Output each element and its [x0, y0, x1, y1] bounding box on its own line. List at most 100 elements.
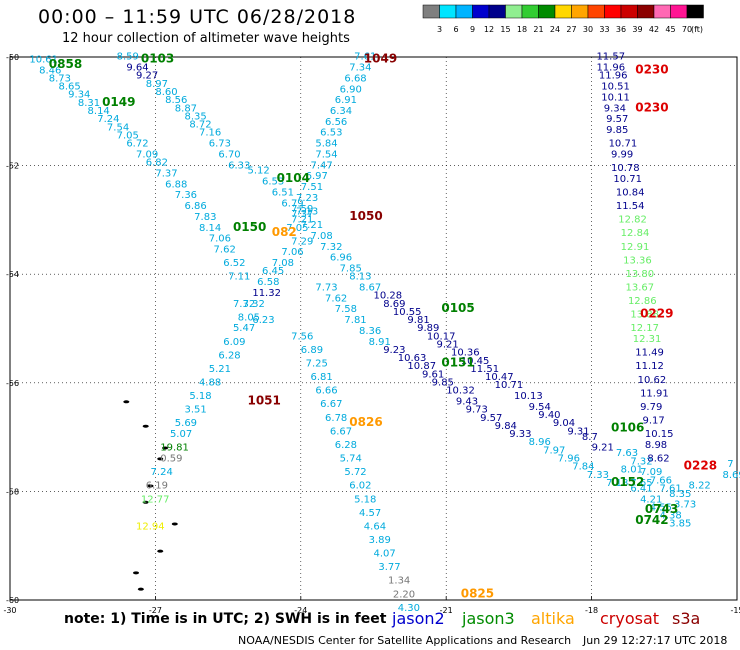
- legend-s3a: s3a: [672, 609, 701, 628]
- swh-value-label: 7.32: [233, 299, 255, 310]
- swh-value-label: 7.13: [296, 206, 318, 217]
- swh-value-label: 6.56: [325, 117, 347, 128]
- swh-value-label: 6.53: [320, 128, 342, 139]
- swh-value-label: 9.73: [466, 405, 488, 416]
- swh-value-label: 7.65: [630, 478, 652, 489]
- scale-tick-label: 27: [566, 25, 576, 34]
- swh-value-label: 10.45: [461, 356, 490, 367]
- swh-value-label: 0.59: [160, 454, 182, 465]
- swh-value-label: 7.37: [155, 168, 177, 179]
- swh-value-label: 7.84: [572, 462, 594, 473]
- time-label: 0151: [441, 356, 474, 370]
- swh-value-label: 9.81: [407, 315, 429, 326]
- swh-value-label: 12.31: [633, 334, 662, 345]
- swh-value-label: 9.17: [642, 416, 664, 427]
- swh-value-label: 13.88: [630, 310, 659, 321]
- swh-value-label: 10.47: [485, 372, 514, 383]
- time-label: 0228: [684, 459, 717, 473]
- time-label: 0106: [611, 421, 644, 435]
- swh-value-label: 2.20: [393, 589, 415, 600]
- swh-value-label: 10.62: [638, 375, 667, 386]
- swh-value-label: 6.19: [146, 481, 168, 492]
- swh-value-label: 7.16: [199, 128, 221, 139]
- page-subtitle: 12 hour collection of altimeter wave hei…: [62, 31, 350, 46]
- scale-tick-label: 24: [550, 25, 560, 34]
- swh-value-label: 6.90: [340, 84, 362, 95]
- swh-value-label: 10.15: [645, 429, 674, 440]
- swh-value-label: 4.88: [199, 378, 221, 389]
- swh-value-label: 4.07: [374, 549, 396, 560]
- swh-value-label: 6.28: [335, 440, 357, 451]
- swh-value-label: 7: [727, 459, 733, 470]
- time-label: 0229: [640, 307, 673, 321]
- swh-value-label: 8.05: [238, 312, 260, 323]
- swh-value-label: 6.41: [630, 483, 652, 494]
- swh-value-label: 6.58: [257, 277, 279, 288]
- swh-value-label: 6.81: [310, 372, 332, 383]
- swh-value-label: 7.08: [310, 231, 332, 242]
- y-tick-label: -60: [6, 596, 19, 605]
- legend-cryosat: cryosat: [600, 609, 660, 628]
- swh-value-label: 10.84: [616, 187, 645, 198]
- swh-value-label: 8.59: [117, 52, 139, 63]
- scale-tick-label: 45: [665, 25, 675, 34]
- swh-value-label: 9.84: [495, 421, 517, 432]
- swh-value-label: 8.62: [647, 454, 669, 465]
- swh-value-label: 8.69: [383, 299, 405, 310]
- swh-value-label: 10.87: [407, 361, 436, 372]
- swh-value-label: 10.78: [611, 163, 640, 174]
- swh-value-label: 12.77: [141, 494, 170, 505]
- island-mark: [142, 424, 149, 428]
- swh-value-label: 6.51: [272, 187, 294, 198]
- swh-value-label: 7.24: [151, 467, 173, 478]
- scale-unit-label: (ft): [691, 25, 703, 34]
- swh-value-label: 9.43: [456, 397, 478, 408]
- swh-value-label: 11.96: [599, 71, 628, 82]
- time-label: 082: [272, 225, 297, 239]
- y-tick-label: -52: [6, 162, 19, 171]
- swh-value-label: 7.47: [310, 160, 332, 171]
- time-label: 0104: [277, 171, 310, 185]
- swh-value-label: 8.46: [39, 65, 61, 76]
- scale-tick-label: 33: [599, 25, 609, 34]
- time-label: 1050: [349, 209, 382, 223]
- swh-value-label: 11.12: [635, 361, 664, 372]
- swh-value-label: 7.09: [640, 467, 662, 478]
- swh-value-label: 4.30: [398, 603, 420, 614]
- swh-value-label: 6.45: [262, 266, 284, 277]
- time-label: 0826: [349, 415, 382, 429]
- scale-tick-label: 70: [682, 25, 692, 34]
- y-tick-label: -50: [6, 53, 19, 62]
- time-label: 0825: [461, 586, 494, 600]
- swh-value-label: 7.32: [243, 299, 265, 310]
- swh-value-label: 6.67: [320, 399, 342, 410]
- swh-value-label: 6.72: [126, 139, 148, 150]
- swh-value-label: 6.89: [301, 345, 323, 356]
- swh-value-label: 8.72: [189, 120, 211, 131]
- swh-value-label: 6.91: [335, 95, 357, 106]
- swh-value-label: 7.21: [301, 220, 323, 231]
- swh-value-label: 7.62: [214, 244, 236, 255]
- time-label: 0150: [233, 220, 266, 234]
- time-label: 1051: [247, 394, 280, 408]
- swh-value-label: 5.07: [170, 429, 192, 440]
- legend-altika: altika: [531, 609, 575, 628]
- swh-value-label: 7.54: [107, 122, 129, 133]
- swh-value-label: 5.69: [175, 418, 197, 429]
- swh-value-label: 7.83: [194, 212, 216, 223]
- swh-value-label: 8.13: [349, 272, 371, 283]
- swh-value-label: 8.35: [184, 111, 206, 122]
- swh-value-label: 10.61: [29, 54, 58, 65]
- swh-value-label: 5.47: [233, 323, 255, 334]
- swh-value-label: 13.80: [626, 269, 655, 280]
- y-tick-label: -56: [6, 379, 19, 388]
- island-mark: [162, 446, 169, 450]
- swh-value-label: 7.09: [136, 149, 158, 160]
- swh-value-label: 7.61: [659, 483, 681, 494]
- swh-value-label: 7.85: [340, 263, 362, 274]
- swh-value-label: 6.23: [252, 315, 274, 326]
- swh-value-label: 7.32: [630, 456, 652, 467]
- swh-value-label: 6.70: [218, 149, 240, 160]
- swh-value-label: 6.78: [325, 413, 347, 424]
- x-tick-label: -30: [3, 606, 16, 615]
